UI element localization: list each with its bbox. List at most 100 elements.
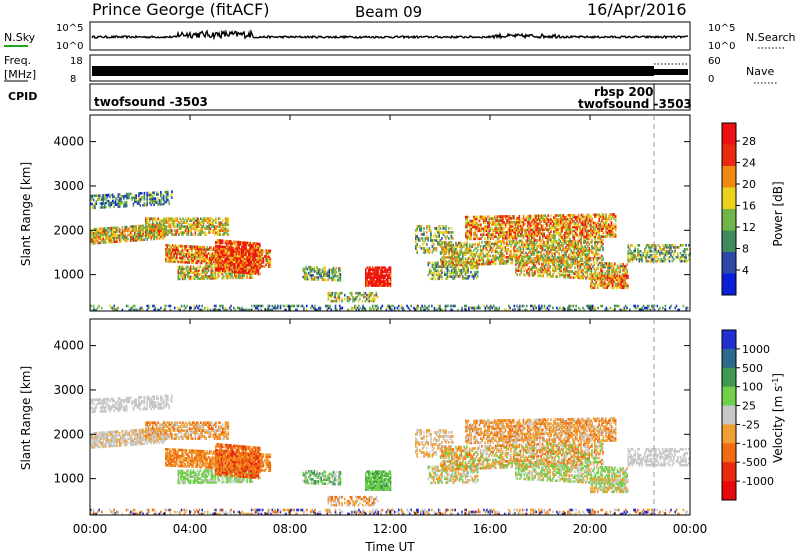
power-cell	[237, 266, 239, 270]
power-cell	[228, 254, 231, 257]
power-cell	[118, 234, 121, 237]
power-cell	[570, 255, 573, 259]
power-cell	[261, 259, 263, 262]
power-cell	[376, 278, 378, 281]
power-cell	[238, 242, 240, 246]
power-cell	[91, 206, 93, 210]
power-cell	[419, 225, 421, 228]
power-cell	[249, 257, 251, 261]
power-cell	[597, 231, 599, 234]
power-cell	[461, 277, 464, 280]
power-cell	[262, 261, 265, 264]
power-cell	[131, 196, 133, 200]
power-cell	[574, 241, 577, 245]
power-cell	[566, 228, 569, 231]
power-cell	[245, 253, 247, 257]
power-cell	[575, 217, 577, 221]
power-cell	[549, 271, 551, 274]
power-cell	[187, 253, 189, 256]
power-cell	[573, 219, 576, 223]
power-cell	[513, 220, 515, 224]
power-cell	[246, 274, 248, 278]
power-cell	[530, 260, 532, 263]
power-cell	[439, 231, 442, 234]
power-cell	[547, 248, 549, 252]
power-cell	[476, 215, 478, 219]
power-cell	[546, 266, 549, 270]
power-cell	[262, 257, 265, 260]
power-cell	[499, 252, 501, 255]
power-cell	[185, 255, 188, 258]
power-cell	[438, 225, 440, 228]
power-cell	[485, 217, 488, 220]
power-cell	[256, 262, 258, 266]
power-cell	[495, 225, 497, 228]
power-cell	[537, 268, 539, 271]
power-cell	[471, 253, 474, 256]
power-cell	[220, 253, 223, 256]
power-cell	[506, 244, 508, 247]
power-cell	[224, 261, 227, 265]
power-cell	[566, 230, 569, 233]
power-cell	[116, 230, 118, 233]
power-cell	[385, 282, 388, 285]
power-cell	[588, 233, 591, 237]
power-cell	[461, 271, 464, 274]
power-cell	[220, 263, 223, 266]
power-cell	[442, 231, 445, 234]
power-cell	[90, 196, 92, 200]
power-cell	[472, 264, 475, 268]
power-cell	[195, 225, 198, 228]
power-cell	[510, 225, 512, 228]
power-cell	[190, 229, 192, 232]
power-cell	[199, 273, 202, 276]
power-cell	[208, 229, 210, 232]
power-cell	[157, 231, 159, 234]
power-cell	[503, 215, 506, 218]
power-cell	[514, 249, 516, 253]
power-cell	[470, 245, 472, 248]
power-cell	[541, 262, 543, 266]
power-cell	[200, 249, 203, 253]
power-cell	[235, 244, 238, 248]
power-cell	[171, 233, 173, 236]
power-cell	[193, 227, 195, 230]
power-cell	[107, 203, 110, 207]
power-cell	[467, 261, 470, 264]
power-cell	[135, 239, 137, 242]
power-cell	[238, 252, 240, 256]
power-cell	[492, 254, 494, 258]
power-cell	[183, 219, 186, 222]
power-cell	[536, 228, 539, 232]
power-cell	[167, 217, 169, 220]
power-cell	[510, 219, 512, 222]
power-cell	[565, 226, 567, 229]
power-cell	[149, 229, 151, 232]
power-cell	[587, 235, 589, 239]
power-cell	[189, 269, 192, 273]
power-cell	[207, 252, 210, 255]
power-cell	[508, 250, 511, 253]
power-cell	[492, 248, 494, 252]
power-cell	[206, 246, 208, 249]
power-cell	[196, 257, 199, 261]
power-cell	[195, 275, 197, 278]
power-cell	[132, 196, 135, 200]
power-cell	[455, 257, 457, 261]
power-cell	[537, 239, 540, 242]
power-cell	[92, 206, 95, 210]
power-cell	[517, 263, 520, 266]
power-cell	[371, 291, 374, 295]
power-cell	[356, 291, 358, 295]
power-cell	[446, 277, 449, 280]
power-cell	[492, 233, 495, 236]
power-cell	[209, 258, 211, 261]
power-cell	[339, 273, 342, 276]
power-cell	[427, 273, 430, 277]
power-cell	[243, 247, 246, 250]
power-cell	[341, 299, 343, 303]
power-cell	[443, 231, 446, 234]
power-cell	[507, 221, 510, 224]
power-cell	[562, 216, 565, 219]
power-cell	[541, 264, 543, 268]
